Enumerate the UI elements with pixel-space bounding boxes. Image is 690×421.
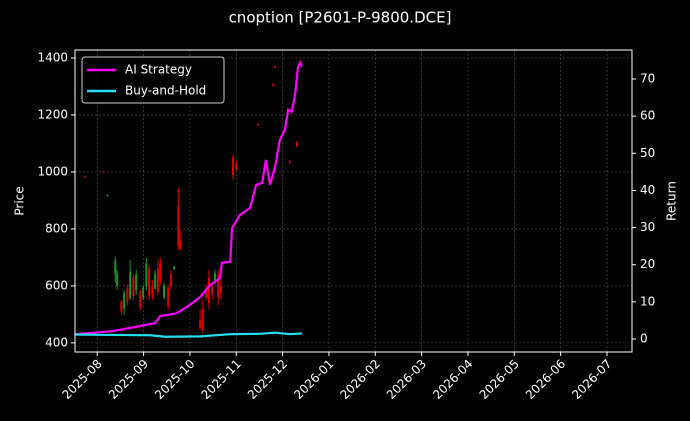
y-axis-label: Price: [13, 186, 27, 215]
candle-body: [129, 271, 132, 298]
candle-body: [201, 308, 204, 331]
candle-body: [235, 163, 238, 170]
x-tick-label: 2026-01: [291, 357, 336, 402]
legend-label: Buy-and-Hold: [125, 84, 206, 98]
x-tick-label: 2026-07: [569, 357, 614, 402]
candle-body: [154, 274, 157, 289]
candle-body: [271, 84, 274, 86]
line-series: [75, 59, 304, 336]
y2-tick-label: 20: [640, 257, 655, 271]
y2-tick-label: 0: [640, 331, 648, 345]
candle-body: [126, 288, 129, 302]
x-tick-label: 2026-05: [477, 357, 522, 402]
candle-body: [84, 176, 87, 178]
candle-body: [167, 288, 170, 306]
candle-body: [162, 285, 165, 298]
x-tick-label: 2026-02: [338, 357, 383, 402]
y-tick-label: 400: [45, 335, 68, 349]
x-tick-label: 2026-03: [384, 357, 429, 402]
candle-body: [257, 124, 260, 126]
legend-label: AI Strategy: [125, 63, 192, 77]
candle-body: [219, 285, 222, 294]
candle-body: [114, 260, 117, 275]
candle-body: [199, 320, 202, 328]
candle-body: [274, 66, 277, 68]
y2-tick-label: 30: [640, 220, 655, 234]
y-tick-label: 600: [45, 278, 68, 292]
x-tick-label: 2026-04: [430, 357, 475, 402]
y-tick-label: 1400: [37, 50, 68, 64]
candle-body: [159, 263, 162, 281]
x-tick-label: 2025-10: [152, 357, 197, 402]
y-tick-label: 800: [45, 221, 68, 235]
candle-body: [179, 240, 182, 249]
x-tick-label: 2025-11: [199, 357, 244, 402]
y2-tick-label: 70: [640, 71, 655, 85]
candle-body: [289, 161, 292, 163]
x-tick-label: 2026-06: [523, 357, 568, 402]
legend-box: [81, 56, 225, 104]
candle-body: [145, 263, 148, 286]
candle-body: [142, 287, 145, 298]
candle-body: [207, 277, 210, 303]
candle-body: [232, 157, 235, 175]
candle-body: [106, 194, 109, 197]
candle-body: [173, 266, 176, 269]
y2-tick-label: 40: [640, 183, 655, 197]
y2-tick-label: 10: [640, 294, 655, 308]
x-tick-label: 2025-09: [106, 357, 151, 402]
candle-body: [156, 268, 159, 292]
x-tick-label: 2025-12: [245, 357, 290, 402]
candle-body: [132, 277, 135, 296]
chart-title: cnoption [P2601-P-9800.DCE]: [229, 9, 452, 27]
candle-body: [102, 171, 105, 173]
candle-body: [123, 293, 126, 309]
candle-body: [135, 274, 138, 291]
candle-body: [217, 274, 220, 298]
y2-axis-label: Return: [665, 181, 679, 221]
candle-body: [139, 291, 142, 308]
line-series: [75, 331, 303, 338]
candle-body: [151, 285, 154, 298]
y-tick-label: 1000: [37, 164, 68, 178]
y2-tick-label: 50: [640, 146, 655, 160]
candle-body: [148, 268, 151, 296]
candle-body: [116, 274, 119, 286]
plot-frame: [74, 49, 633, 353]
x-tick-label: 2025-08: [59, 357, 104, 402]
candle-body: [177, 206, 180, 247]
candle-body: [120, 301, 123, 312]
candle-body: [295, 142, 298, 147]
y-tick-label: 1200: [37, 107, 68, 121]
candle-body: [213, 273, 216, 284]
y2-tick-label: 60: [640, 109, 655, 123]
candle-body: [211, 285, 214, 295]
candle-body: [169, 274, 172, 286]
candle-body: [205, 288, 208, 298]
